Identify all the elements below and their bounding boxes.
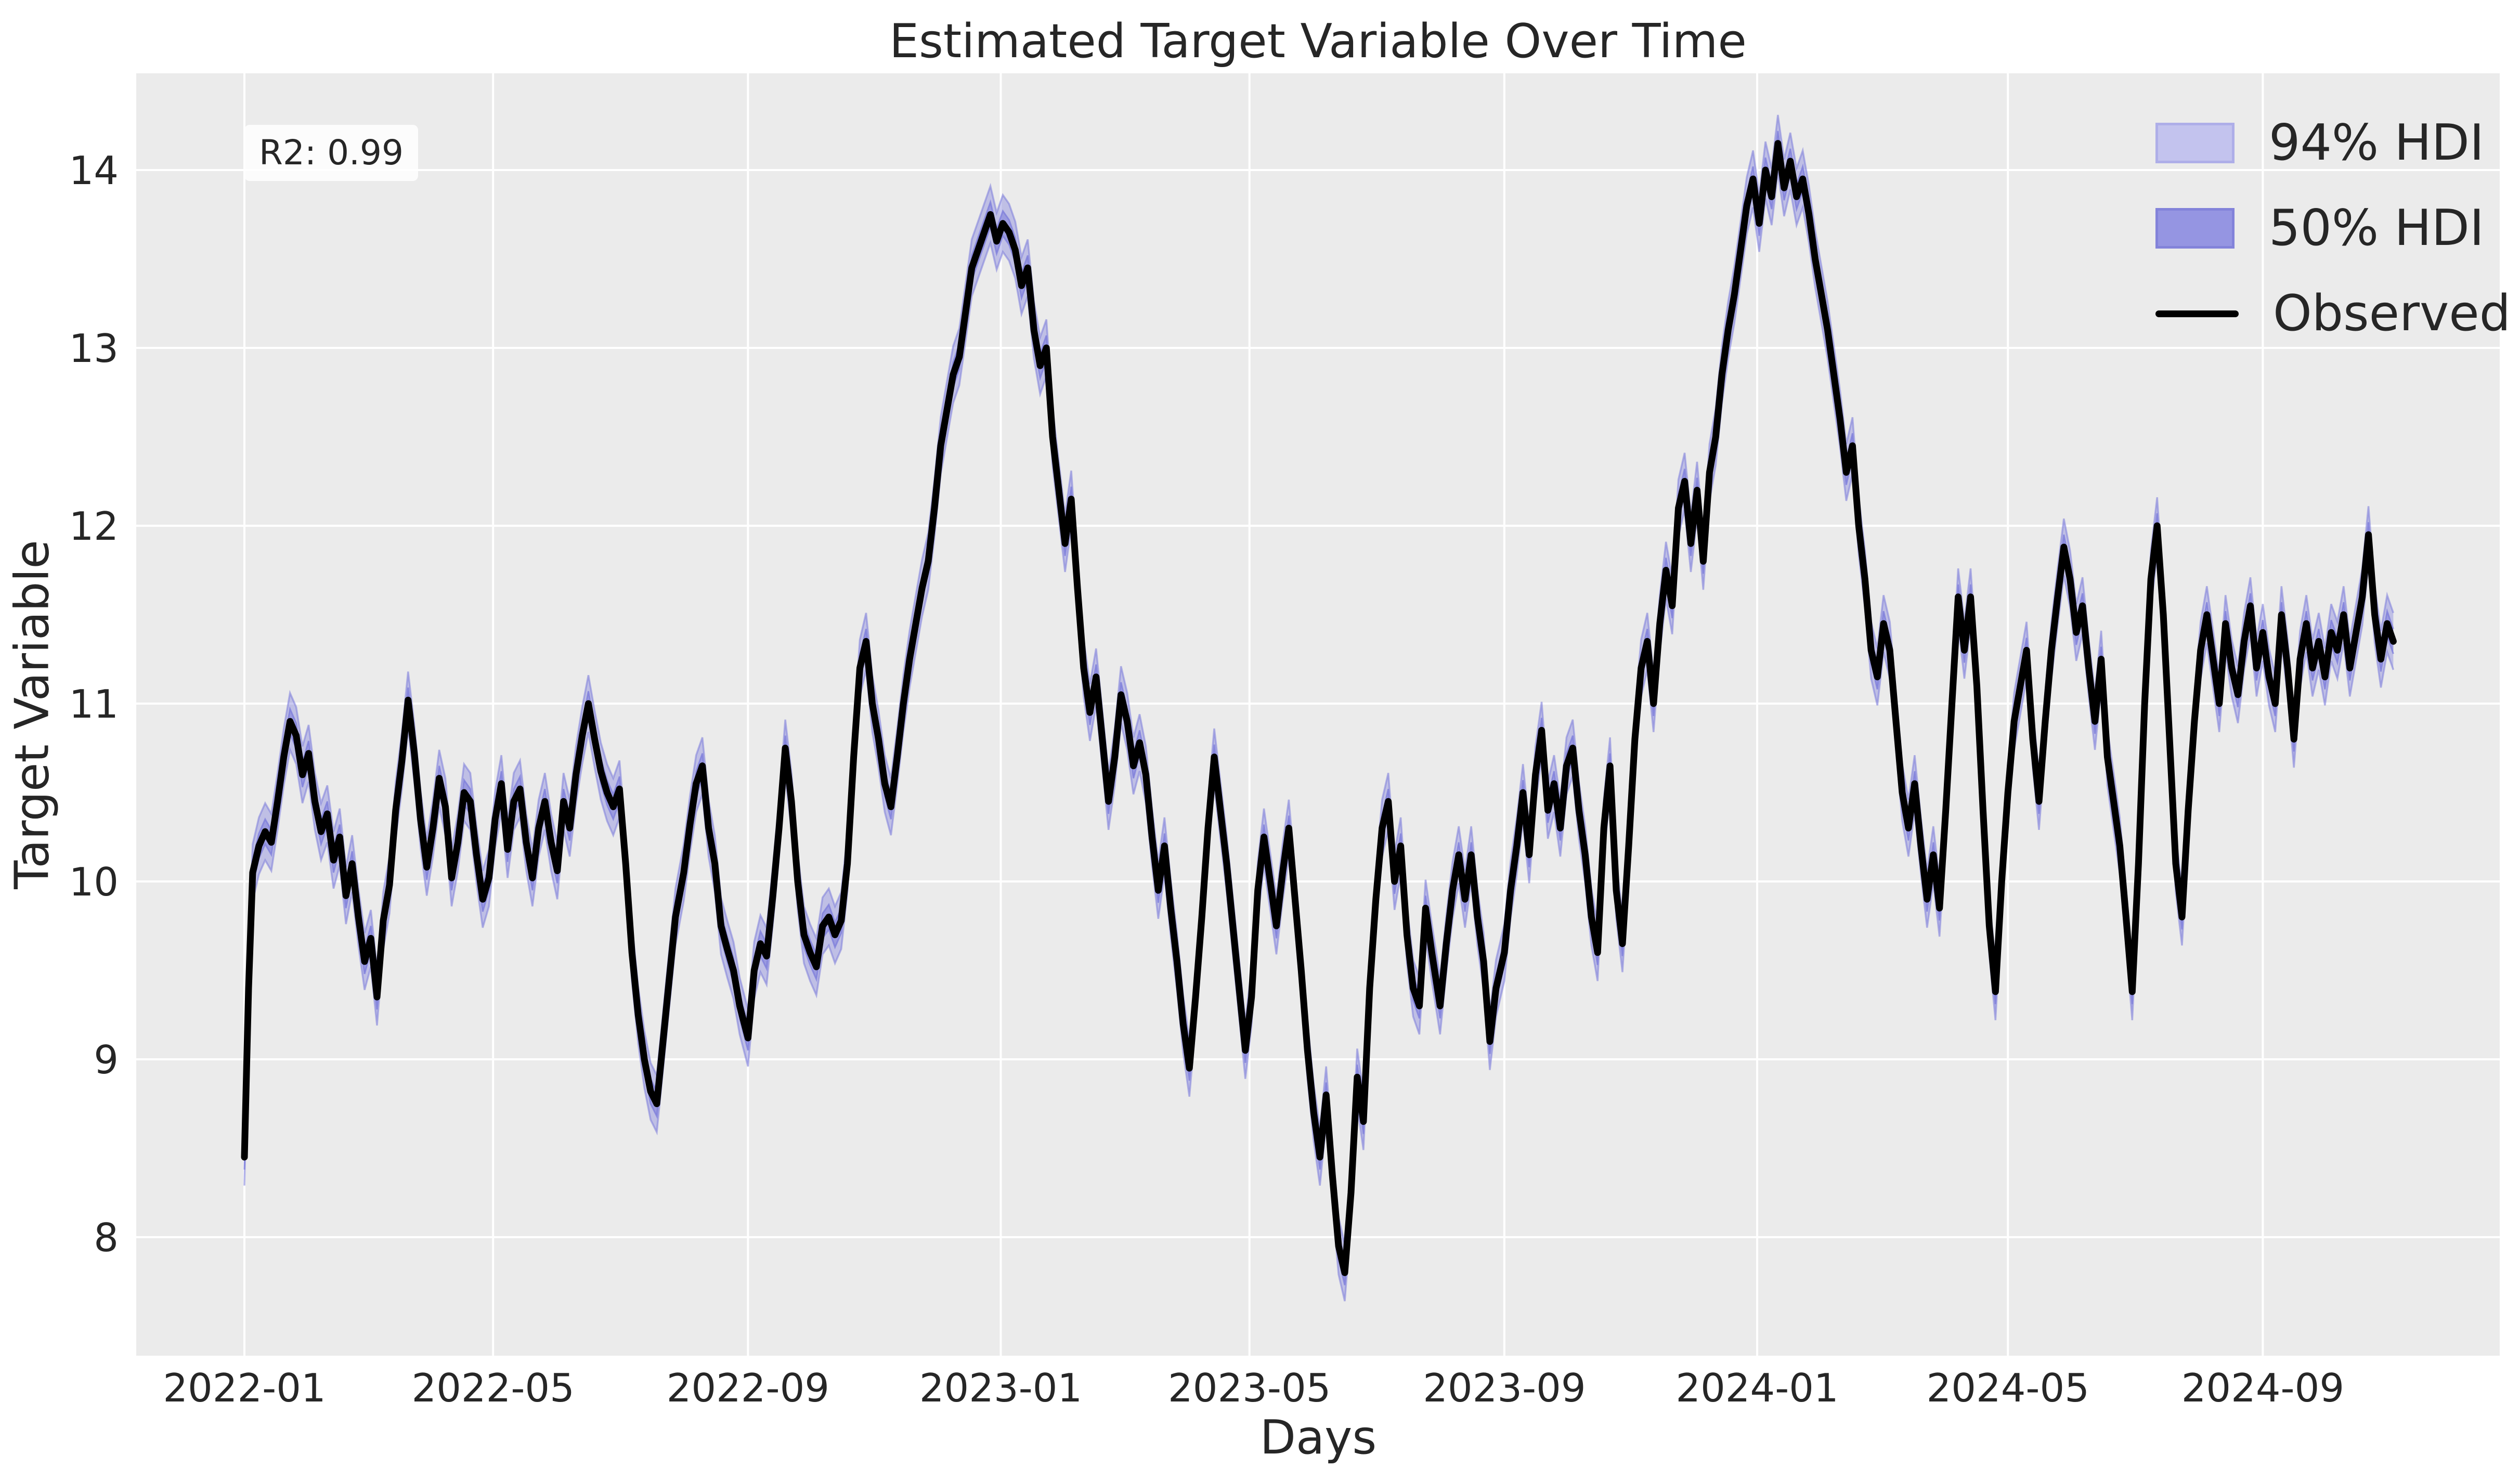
legend-label-50-hdi: 50% HDI bbox=[2269, 200, 2484, 257]
legend-row-observed: Observed bbox=[2155, 271, 2511, 356]
x-tick-label: 2023-05 bbox=[1168, 1365, 1331, 1411]
r2-annotation: R2: 0.99 bbox=[244, 125, 419, 181]
hdi94-swatch-icon bbox=[2155, 123, 2235, 163]
y-tick-label: 13 bbox=[69, 326, 119, 371]
hdi50-swatch-icon bbox=[2155, 208, 2235, 249]
y-tick-label: 12 bbox=[69, 503, 119, 549]
y-axis-label: Target Variable bbox=[5, 540, 60, 889]
y-tick-label: 9 bbox=[94, 1037, 119, 1083]
x-tick-label: 2023-01 bbox=[919, 1365, 1082, 1411]
y-tick-label: 14 bbox=[69, 148, 119, 193]
x-tick-label: 2022-05 bbox=[412, 1365, 575, 1411]
legend-row-50-hdi: 50% HDI bbox=[2155, 186, 2511, 271]
x-axis-label: Days bbox=[1259, 1410, 1377, 1465]
x-tick-label: 2024-09 bbox=[2181, 1365, 2344, 1411]
legend-label-observed: Observed bbox=[2273, 285, 2511, 342]
page-title: Estimated Target Variable Over Time bbox=[889, 14, 1747, 69]
y-tick-label: 10 bbox=[69, 859, 119, 905]
legend: 94% HDI 50% HDI Observed bbox=[2155, 100, 2511, 356]
y-tick-label: 11 bbox=[69, 681, 119, 727]
x-tick-label: 2023-09 bbox=[1423, 1365, 1586, 1411]
x-tick-label: 2022-01 bbox=[163, 1365, 326, 1411]
y-tick-label: 8 bbox=[94, 1215, 119, 1261]
x-tick-label: 2022-09 bbox=[667, 1365, 829, 1411]
x-tick-label: 2024-05 bbox=[1927, 1365, 2089, 1411]
legend-row-94-hdi: 94% HDI bbox=[2155, 100, 2511, 186]
observed-line bbox=[241, 140, 2397, 1276]
x-tick-label: 2024-01 bbox=[1675, 1365, 1838, 1411]
legend-label-94-hdi: 94% HDI bbox=[2269, 114, 2484, 172]
observed-line-icon bbox=[2155, 310, 2239, 317]
